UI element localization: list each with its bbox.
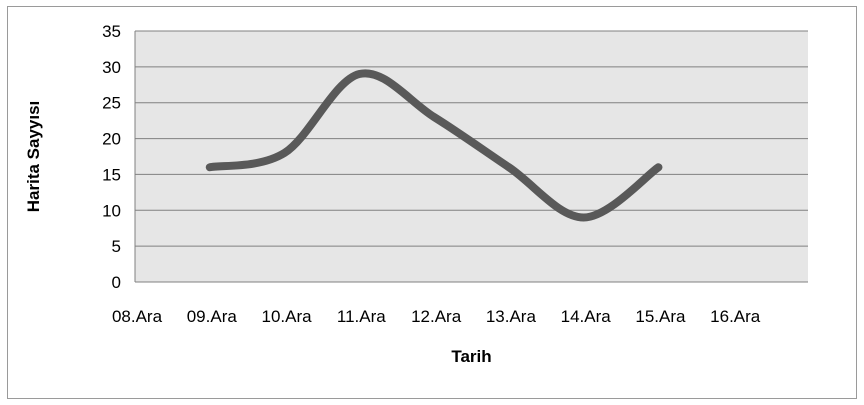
x-tick-label: 08.Ara [112, 307, 163, 326]
x-tick-label: 11.Ara [337, 307, 386, 326]
y-tick-label: 15 [102, 165, 121, 184]
x-tick-labels: 08.Ara 09.Ara 10.Ara 11.Ara 12.Ara 13.Ara 14.A… [112, 307, 761, 326]
y-tick-label: 25 [102, 94, 121, 113]
y-tick-label: 10 [102, 201, 121, 220]
y-tick-label: 30 [102, 58, 121, 77]
y-axis-title: Harita Sayyısı [24, 101, 43, 213]
y-tick-label: 35 [102, 22, 121, 41]
x-axis-title: Tarih [451, 347, 491, 366]
x-tick-label: 14.Ara [561, 307, 612, 326]
x-tick-label: 13.Ara [486, 307, 537, 326]
y-tick-label: 5 [112, 237, 121, 256]
x-tick-label: 16.Ara [710, 307, 761, 326]
x-tick-label: 09.Ara [187, 307, 238, 326]
y-tick-labels: 0 5 10 15 20 25 30 35 [102, 22, 121, 292]
x-tick-label: 15.Ara [635, 307, 686, 326]
y-tick-label: 20 [102, 130, 121, 149]
x-tick-label: 10.Ara [262, 307, 313, 326]
plot-area [135, 31, 808, 282]
series-line [205, 69, 663, 222]
x-tick-label: 12.Ara [411, 307, 462, 326]
gridlines [135, 30, 808, 247]
y-tick-label: 0 [112, 273, 121, 292]
